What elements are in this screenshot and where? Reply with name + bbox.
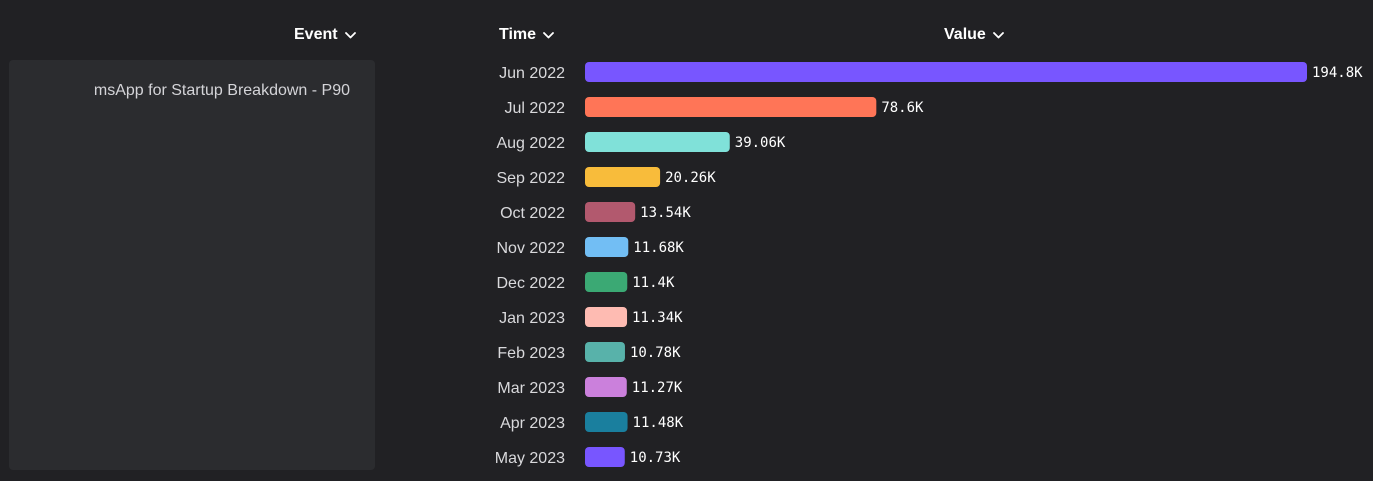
time-label: May 2023 (495, 450, 565, 467)
chevron-down-icon (992, 31, 1004, 39)
time-header-label: Time (499, 26, 537, 43)
value-bar[interactable] (585, 237, 629, 257)
value-bar[interactable] (585, 447, 625, 467)
event-column-header[interactable]: Event (294, 24, 356, 46)
value-bar[interactable] (585, 167, 661, 187)
time-label: Oct 2022 (500, 205, 565, 222)
value-label: 13.54K (640, 205, 691, 221)
time-label: Apr 2023 (500, 415, 565, 432)
value-label: 10.73K (630, 450, 681, 466)
time-label: Dec 2022 (497, 275, 566, 292)
time-label: Nov 2022 (497, 240, 566, 257)
value-bar[interactable] (585, 377, 627, 397)
value-bar[interactable] (585, 97, 877, 117)
chevron-down-icon (543, 31, 554, 39)
value-bar[interactable] (585, 202, 636, 222)
value-label: 39.06K (735, 135, 786, 151)
value-label: 11.27K (632, 380, 683, 396)
value-label: 11.4K (632, 275, 675, 291)
time-label: Mar 2023 (497, 380, 565, 397)
value-column-header[interactable]: Value (944, 24, 1004, 46)
value-bar[interactable] (585, 342, 625, 362)
value-bar[interactable] (585, 412, 628, 432)
value-bar[interactable] (585, 307, 628, 327)
chevron-down-icon (344, 31, 356, 39)
time-label: Jan 2023 (499, 310, 565, 327)
value-bar[interactable] (585, 272, 628, 292)
time-label: Jul 2022 (505, 100, 566, 117)
time-label: Sep 2022 (496, 170, 565, 187)
event-name: msApp for Startup Breakdown - P90 (93, 82, 350, 99)
value-label: 11.48K (633, 415, 684, 431)
event-header-label: Event (294, 26, 338, 43)
value-bar[interactable] (585, 62, 1307, 82)
time-label: Feb 2023 (497, 345, 565, 362)
value-label: 20.26K (665, 170, 716, 186)
value-bar[interactable] (585, 132, 730, 152)
value-label: 11.68K (633, 240, 684, 256)
time-column-header[interactable]: Time (499, 24, 554, 46)
value-label: 10.78K (630, 345, 681, 361)
value-header-label: Value (944, 26, 986, 43)
time-label: Aug 2022 (496, 135, 565, 152)
value-label: 11.34K (632, 310, 683, 326)
value-label: 194.8K (1312, 65, 1363, 81)
value-label: 78.6K (881, 100, 924, 116)
time-label: Jun 2022 (499, 65, 565, 82)
event-cell[interactable]: msApp for Startup Breakdown - P90 (9, 60, 375, 470)
